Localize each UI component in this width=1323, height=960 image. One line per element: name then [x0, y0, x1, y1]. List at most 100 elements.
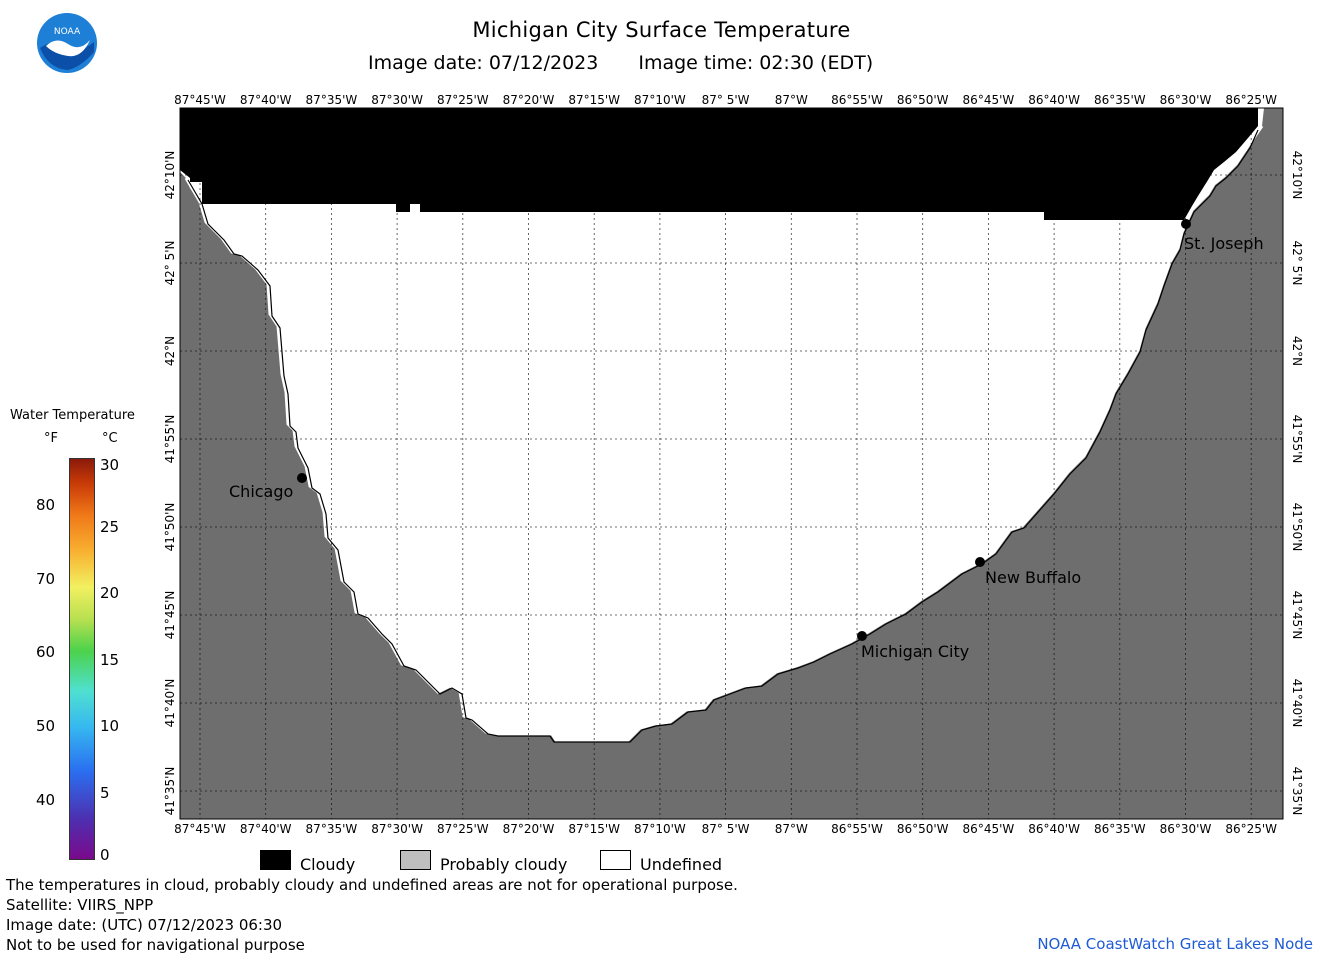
- celsius-tick: 20: [100, 584, 120, 602]
- fahrenheit-tick: 70: [36, 570, 56, 588]
- fahrenheit-tick: 40: [36, 791, 56, 809]
- city-label: Chicago: [229, 482, 293, 501]
- lat-label-left: 42°10'N: [163, 151, 177, 200]
- lon-label-bottom: 87°30'W: [371, 822, 423, 836]
- noaa-logo-icon: NOAA: [37, 13, 97, 73]
- lon-label-top: 87°20'W: [503, 93, 555, 107]
- logo-text: NOAA: [54, 27, 81, 37]
- lon-label-bottom: 87°45'W: [174, 822, 226, 836]
- lon-label-top: 86°50'W: [897, 93, 949, 107]
- shoreline-outline: [187, 129, 1259, 743]
- legend-cloudy-label: Cloudy: [300, 855, 356, 874]
- lon-label-bottom: 86°50'W: [897, 822, 949, 836]
- celsius-tick: 5: [100, 784, 110, 802]
- legend-undefined-label: Undefined: [640, 855, 723, 874]
- lon-label-bottom: 87°35'W: [306, 822, 358, 836]
- image-time-label: Image time: 02:30 (EDT): [638, 52, 874, 74]
- lat-label-left: 41°50'N: [163, 503, 177, 552]
- celsius-tick: 10: [100, 717, 120, 735]
- lat-label-left: 42° 5'N: [163, 241, 177, 286]
- legend-cloudy-swatch: [260, 850, 291, 870]
- lon-label-bottom: 87°W: [775, 822, 808, 836]
- city-label: New Buffalo: [985, 568, 1081, 587]
- fahrenheit-tick: 60: [36, 643, 56, 661]
- lon-label-top: 86°35'W: [1094, 93, 1146, 107]
- lat-label-right: 41°55'N: [1290, 415, 1304, 464]
- lat-label-left: 41°35'N: [163, 767, 177, 816]
- lon-label-top: 86°40'W: [1028, 93, 1080, 107]
- legend-probably-cloudy-label: Probably cloudy: [440, 855, 568, 874]
- city-label: St. Joseph: [1184, 234, 1264, 253]
- image-date-time: Image date: 07/12/2023 Image time: 02:30 …: [368, 52, 873, 74]
- lon-label-top: 87°W: [775, 93, 808, 107]
- lon-label-top: 87°15'W: [568, 93, 620, 107]
- city-marker: [1181, 219, 1191, 229]
- unit-fahrenheit: °F: [44, 431, 58, 446]
- axis-labels: 87°45'W 87°45'W 87°40'W 87°40'W 87°35'W 87°35…: [163, 93, 1304, 836]
- unit-celsius: °C: [102, 431, 118, 446]
- credit-link[interactable]: NOAA CoastWatch Great Lakes Node: [1037, 935, 1313, 953]
- lon-label-top: 87°40'W: [240, 93, 292, 107]
- scale-title: Water Temperature: [10, 408, 135, 423]
- city-label: Michigan City: [861, 642, 969, 661]
- lat-label-left: 41°55'N: [163, 415, 177, 464]
- lat-label-right: 41°50'N: [1290, 503, 1304, 552]
- lon-label-bottom: 87°20'W: [503, 822, 555, 836]
- lon-label-top: 86°55'W: [831, 93, 883, 107]
- lat-label-right: 42°N: [1290, 336, 1304, 366]
- legend-probably-cloudy-swatch: [400, 850, 431, 870]
- fahrenheit-tick: 80: [36, 496, 56, 514]
- lon-label-top: 86°45'W: [963, 93, 1015, 107]
- footer-navigation-warning: Not to be used for navigational purpose: [6, 936, 305, 954]
- lon-label-top: 87°10'W: [634, 93, 686, 107]
- lon-label-top: 87°30'W: [371, 93, 423, 107]
- lat-label-left: 41°45'N: [163, 591, 177, 640]
- footer-utc-date: Image date: (UTC) 07/12/2023 06:30: [6, 916, 283, 934]
- shoreline: [184, 125, 1264, 742]
- west-shore-land: [180, 108, 1283, 819]
- celsius-tick: 0: [100, 846, 110, 864]
- lon-label-bottom: 87° 5'W: [702, 822, 750, 836]
- cloud-area: [180, 108, 1258, 220]
- fahrenheit-tick: 50: [36, 717, 56, 735]
- lat-label-right: 41°35'N: [1290, 767, 1304, 816]
- lon-label-top: 87°45'W: [174, 93, 226, 107]
- lat-label-right: 42° 5'N: [1290, 241, 1304, 286]
- celsius-tick: 15: [100, 651, 120, 669]
- lon-label-bottom: 86°30'W: [1160, 822, 1212, 836]
- map-frame: [179, 107, 1284, 820]
- footer-satellite: Satellite: VIIRS_NPP: [6, 896, 154, 914]
- city-marker: [857, 631, 867, 641]
- celsius-tick: 25: [100, 518, 120, 536]
- lon-label-bottom: 87°40'W: [240, 822, 292, 836]
- lon-label-top: 86°25'W: [1225, 93, 1277, 107]
- lon-label-bottom: 86°40'W: [1028, 822, 1080, 836]
- lat-label-right: 41°40'N: [1290, 679, 1304, 728]
- lat-label-left: 42°N: [163, 336, 177, 366]
- page-title: Michigan City Surface Temperature: [472, 18, 851, 42]
- lon-label-bottom: 87°10'W: [634, 822, 686, 836]
- city-markers: Chicago St. Joseph New Buffalo Michigan Cit…: [229, 219, 1264, 661]
- lon-label-bottom: 86°35'W: [1094, 822, 1146, 836]
- lon-label-bottom: 86°25'W: [1225, 822, 1277, 836]
- lon-label-bottom: 86°55'W: [831, 822, 883, 836]
- lat-label-right: 42°10'N: [1290, 151, 1304, 200]
- footer-disclaimer: The temperatures in cloud, probably clou…: [6, 876, 738, 894]
- lon-label-bottom: 87°15'W: [568, 822, 620, 836]
- lat-label-left: 41°40'N: [163, 679, 177, 728]
- celsius-tick: 30: [100, 456, 120, 474]
- lat-label-right: 41°45'N: [1290, 591, 1304, 640]
- lat-lon-grid: [180, 108, 1283, 819]
- color-scale-bar: [69, 458, 95, 860]
- lon-label-bottom: 87°25'W: [437, 822, 489, 836]
- lon-label-top: 86°30'W: [1160, 93, 1212, 107]
- lon-label-bottom: 86°45'W: [963, 822, 1015, 836]
- legend-undefined-swatch: [600, 850, 631, 870]
- image-date-label: Image date: 07/12/2023: [368, 52, 599, 74]
- city-marker: [975, 557, 985, 567]
- lon-label-top: 87° 5'W: [702, 93, 750, 107]
- city-marker: [297, 473, 307, 483]
- lon-label-top: 87°35'W: [306, 93, 358, 107]
- lon-label-top: 87°25'W: [437, 93, 489, 107]
